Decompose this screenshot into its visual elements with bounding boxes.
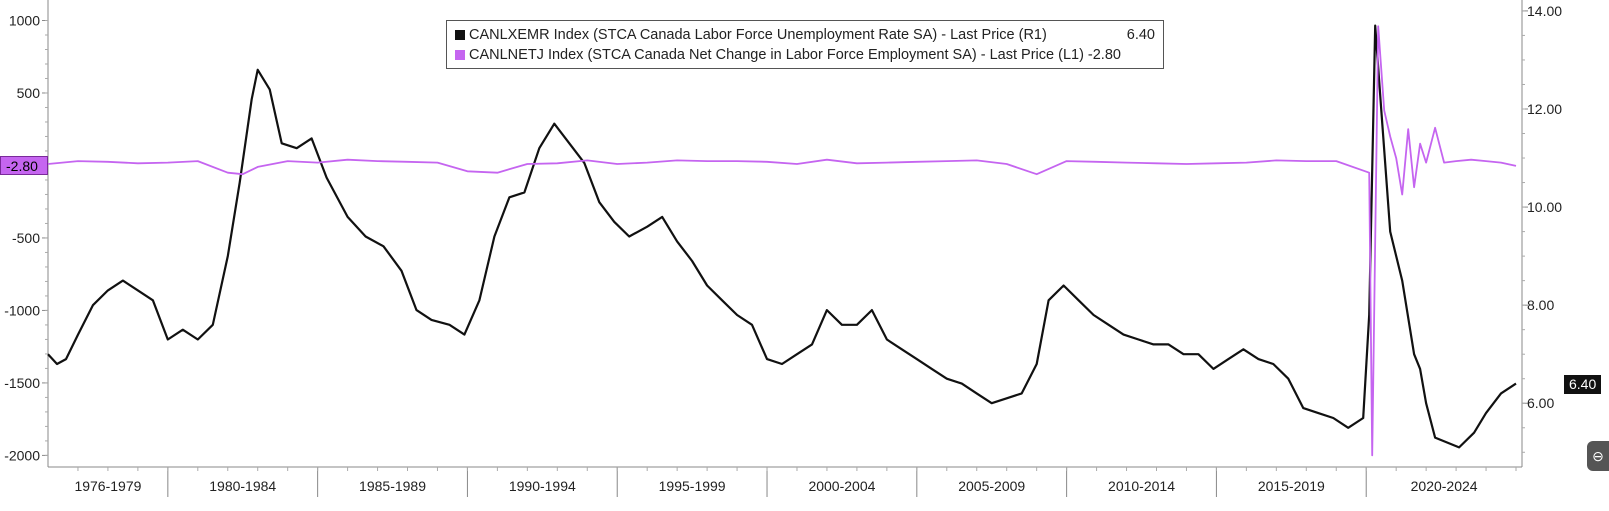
left-tick-label: 500: [17, 85, 41, 101]
x-period-label: 1980-1984: [209, 478, 276, 494]
left-tick-label: -1000: [4, 302, 40, 318]
right-tick-label: 14.00: [1527, 3, 1562, 19]
series-layer: [47, 24, 1517, 457]
left-tick-label: -500: [12, 230, 40, 246]
employment-change-line: [47, 25, 1517, 457]
legend-swatch-employment: [455, 50, 465, 60]
right-tick-label: 12.00: [1527, 101, 1562, 117]
chart-frame: [47, 0, 1523, 468]
x-period-label: 2020-2024: [1411, 478, 1478, 494]
left-axis: 1000 500 -500 -1000 -1500 -2000: [4, 12, 48, 463]
legend-item-employment: CANLNETJ Index (STCA Canada Net Change i…: [455, 45, 1155, 65]
x-period-label: 1985-1989: [359, 478, 426, 494]
right-tick-label: 6.00: [1527, 395, 1554, 411]
legend-label-employment: CANLNETJ Index (STCA Canada Net Change i…: [469, 47, 1084, 63]
x-period-label: 2010-2014: [1108, 478, 1175, 494]
legend-label-unemployment: CANLXEMR Index (STCA Canada Labor Force …: [469, 27, 1047, 43]
x-axis: 1976-1979 1980-1984 1985-1989 1990-1994 1995…: [74, 467, 1517, 497]
x-period-label: 2005-2009: [958, 478, 1025, 494]
legend-value-employment: -2.80: [1087, 47, 1121, 63]
right-tick-label: 10.00: [1527, 199, 1562, 215]
left-tick-label: -2000: [4, 447, 40, 463]
x-period-label: 1995-1999: [659, 478, 726, 494]
x-period-label: 2000-2004: [808, 478, 875, 494]
right-axis: 14.00 12.00 10.00 8.00 6.00: [1522, 3, 1562, 453]
right-tick-label: 8.00: [1527, 297, 1554, 313]
left-tick-label: 1000: [9, 12, 40, 28]
collapse-icon[interactable]: ⊖: [1587, 441, 1609, 471]
x-period-label: 2015-2019: [1258, 478, 1325, 494]
unemployment-rate-line: [47, 24, 1517, 449]
legend: CANLXEMR Index (STCA Canada Labor Force …: [446, 20, 1164, 69]
x-period-label: 1990-1994: [509, 478, 576, 494]
legend-value-unemployment: 6.40: [1126, 27, 1155, 43]
left-last-value-tag: -2.80: [0, 156, 48, 175]
left-tick-label: -1500: [4, 375, 40, 391]
x-period-label: 1976-1979: [74, 478, 141, 494]
right-last-value-tag: 6.40: [1564, 375, 1602, 394]
legend-item-unemployment: CANLXEMR Index (STCA Canada Labor Force …: [455, 25, 1155, 45]
legend-swatch-unemployment: [455, 30, 465, 40]
